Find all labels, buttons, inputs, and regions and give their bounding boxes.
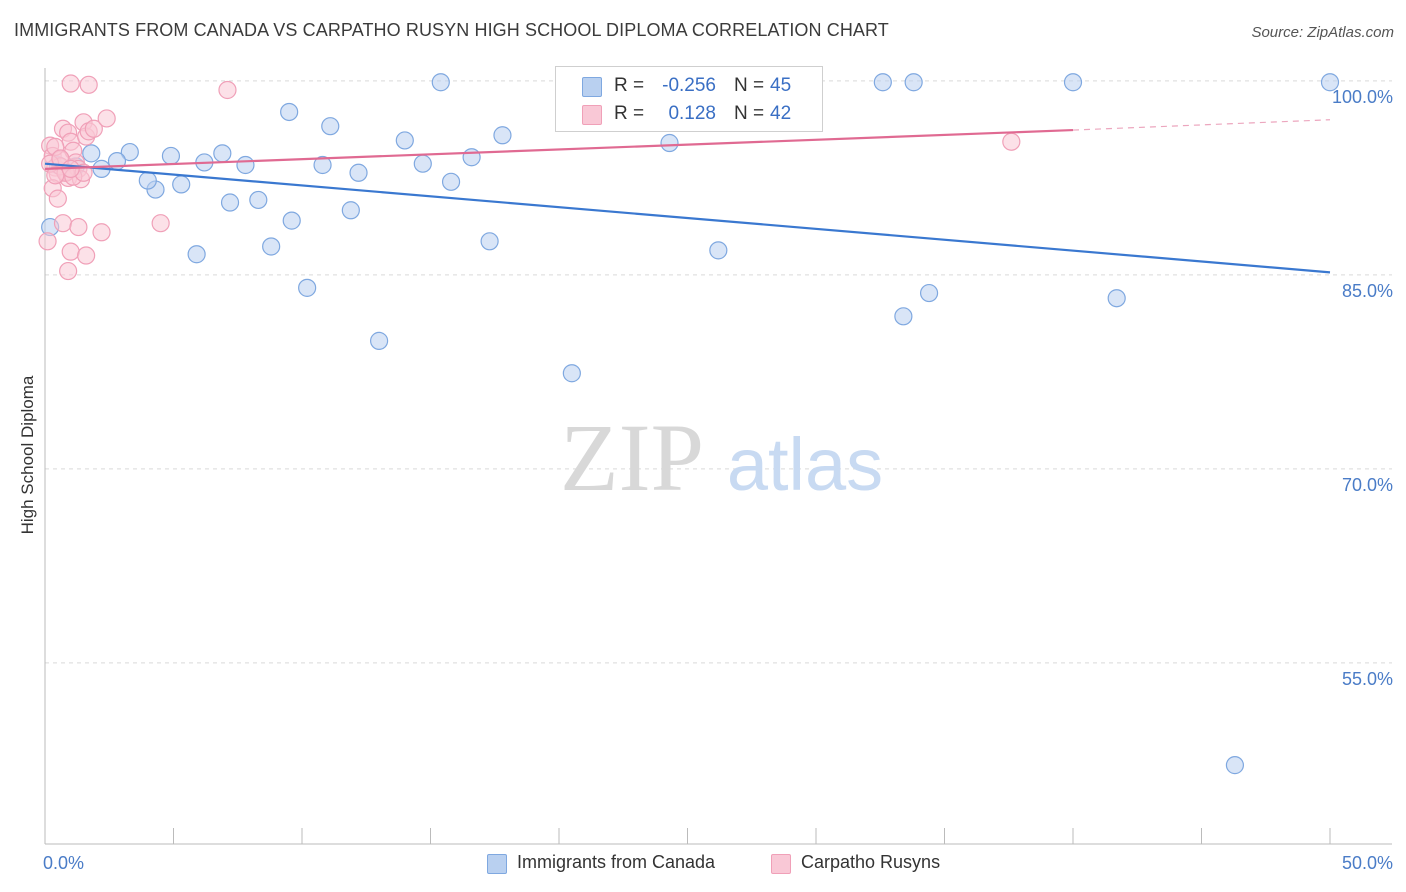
legend-label: Carpatho Rusyns xyxy=(801,852,941,872)
point xyxy=(249,190,268,210)
canada-swatch xyxy=(582,77,602,97)
trend-line-0 xyxy=(44,162,1331,274)
point xyxy=(1320,73,1340,92)
axes xyxy=(44,68,1392,845)
trend-line-dashed-1 xyxy=(1072,119,1331,131)
y-tick-label: 85.0% xyxy=(1342,281,1393,301)
rusyn-swatch xyxy=(582,105,602,125)
point xyxy=(187,245,206,264)
point xyxy=(480,232,499,251)
point xyxy=(213,144,232,163)
point xyxy=(77,246,96,265)
point xyxy=(120,142,139,162)
x-tick-label: 50.0% xyxy=(1342,853,1393,873)
point xyxy=(46,166,65,185)
point xyxy=(92,223,111,242)
point xyxy=(172,175,191,194)
chart-title: IMMIGRANTS FROM CANADA VS CARPATHO RUSYN… xyxy=(14,20,889,40)
n-value: 42 xyxy=(770,103,792,124)
trend-lines xyxy=(44,119,1331,274)
stats-legend: R = -0.256 N = 45 R = 0.128 N = 42 xyxy=(555,66,823,132)
y-tick-label: 100.0% xyxy=(1332,87,1393,107)
point xyxy=(562,364,581,383)
point xyxy=(61,74,80,93)
point xyxy=(262,237,281,256)
point xyxy=(48,189,67,208)
point xyxy=(220,193,240,212)
y-tick-label: 55.0% xyxy=(1342,669,1393,689)
point xyxy=(84,119,103,138)
source-label: Source: ZipAtlas.com xyxy=(1251,24,1394,41)
point xyxy=(341,201,360,220)
stats-row-canada: R = -0.256 N = 45 xyxy=(556,73,822,101)
stats-row-rusyn: R = 0.128 N = 42 xyxy=(556,101,822,129)
trend-line-1 xyxy=(44,128,1074,170)
r-label: R = xyxy=(614,103,645,124)
watermark-zip: ZIP xyxy=(560,404,704,511)
point xyxy=(38,232,57,251)
point xyxy=(413,154,432,173)
point xyxy=(282,211,301,230)
point xyxy=(321,117,340,136)
point xyxy=(298,278,317,297)
point xyxy=(236,155,255,175)
point xyxy=(1063,73,1083,92)
point xyxy=(61,242,80,261)
point xyxy=(53,214,73,233)
tick-labels: 100.0% 85.0% 70.0% 55.0% 0.0% 50.0% xyxy=(43,87,1393,873)
r-label: R = xyxy=(614,75,645,96)
canada-swatch xyxy=(487,854,507,874)
point xyxy=(904,73,923,92)
watermark: ZIP atlas xyxy=(560,404,883,511)
r-value: -0.256 xyxy=(662,75,716,96)
rusyn-swatch xyxy=(771,854,791,874)
r-value: 0.128 xyxy=(668,103,716,124)
point xyxy=(395,131,414,150)
point xyxy=(462,148,481,167)
point xyxy=(873,73,892,92)
point xyxy=(79,75,98,94)
point xyxy=(660,133,679,153)
watermark-atlas: atlas xyxy=(727,423,883,506)
point xyxy=(1107,289,1126,308)
point xyxy=(69,217,88,237)
point xyxy=(59,261,78,281)
point xyxy=(919,283,939,303)
point xyxy=(493,126,512,145)
point xyxy=(280,102,299,122)
n-label: N = xyxy=(734,103,765,124)
point xyxy=(161,146,181,166)
x-tick-label: 0.0% xyxy=(43,853,84,873)
n-value: 45 xyxy=(770,75,792,96)
point xyxy=(151,214,170,233)
point xyxy=(82,144,101,163)
point xyxy=(431,73,450,92)
point xyxy=(441,172,461,191)
point xyxy=(313,155,332,175)
n-label: N = xyxy=(734,75,765,96)
point xyxy=(349,163,368,182)
point xyxy=(709,241,728,260)
series-legend: Immigrants from Canada Carpatho Rusyns xyxy=(0,852,1406,878)
point xyxy=(138,171,157,190)
point xyxy=(1002,132,1021,151)
point xyxy=(370,331,389,350)
point xyxy=(894,307,913,326)
point xyxy=(218,80,237,100)
point xyxy=(1225,756,1245,775)
point xyxy=(97,109,116,128)
legend-label: Immigrants from Canada xyxy=(517,852,716,872)
y-tick-label: 70.0% xyxy=(1342,475,1393,495)
